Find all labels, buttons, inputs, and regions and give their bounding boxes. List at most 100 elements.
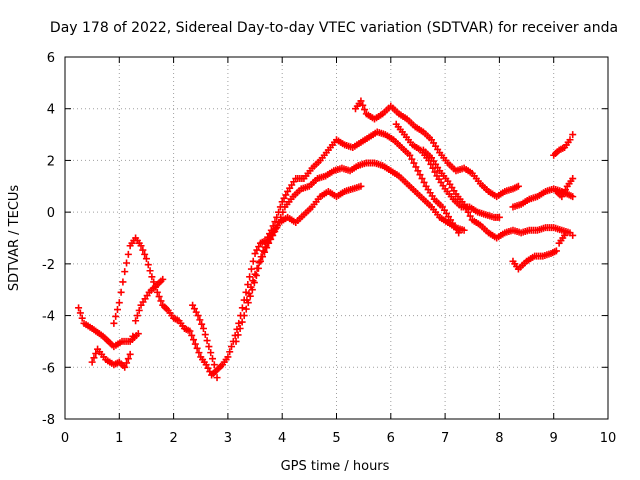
x-tick-label: 1 — [115, 431, 123, 446]
data-point — [238, 318, 246, 326]
data-point — [236, 325, 244, 332]
series-track-g — [352, 97, 522, 201]
data-point — [460, 226, 468, 234]
data-point — [152, 283, 159, 291]
data-point — [251, 270, 259, 278]
data-point — [257, 253, 265, 261]
data-point — [92, 349, 100, 357]
data-point — [418, 175, 426, 183]
data-point — [210, 361, 218, 369]
x-tick-label: 6 — [387, 431, 395, 446]
y-tick-label: 0 — [47, 206, 55, 221]
data-point — [240, 312, 248, 320]
data-point — [245, 290, 253, 298]
data-point — [191, 340, 199, 348]
data-point — [119, 278, 127, 286]
plot-frame — [64, 56, 609, 420]
data-point — [246, 273, 254, 281]
y-tick-label: 6 — [47, 51, 55, 66]
data-point — [414, 167, 422, 175]
data-point — [123, 259, 131, 267]
data-point — [213, 374, 221, 382]
y-tick-label: -4 — [42, 310, 55, 325]
data-point — [464, 208, 472, 216]
data-point — [133, 312, 141, 320]
data-point — [561, 231, 569, 239]
data-point — [271, 218, 279, 226]
data-point — [157, 297, 165, 305]
x-tick-label: 3 — [224, 431, 232, 446]
data-point — [233, 325, 241, 333]
y-tick-label: -8 — [42, 413, 55, 428]
data-point — [466, 212, 474, 220]
x-tick-labels: 0 1 2 3 4 5 6 7 8 9 10 — [61, 431, 616, 446]
data-point — [88, 358, 96, 366]
series-track-e — [232, 159, 468, 345]
data-point — [209, 355, 217, 363]
y-tick-label: 2 — [47, 154, 55, 169]
y-tick-labels: -8 -6 -4 -2 0 2 4 6 — [42, 51, 55, 428]
data-point — [224, 353, 232, 361]
y-tick-label: 4 — [47, 103, 55, 118]
data-points — [75, 97, 577, 382]
data-point — [462, 204, 470, 212]
data-point — [76, 309, 84, 317]
data-point — [139, 246, 147, 254]
data-point — [126, 350, 134, 358]
data-point — [193, 344, 201, 352]
data-point — [78, 314, 86, 322]
data-point — [228, 343, 236, 351]
data-point — [135, 306, 143, 314]
data-point — [141, 250, 149, 258]
data-point — [112, 312, 120, 320]
data-point — [234, 331, 242, 339]
data-point — [199, 325, 207, 332]
data-point — [110, 319, 118, 327]
data-point — [252, 271, 260, 279]
data-point — [150, 278, 158, 286]
series-track-d — [189, 301, 221, 382]
data-point — [566, 136, 574, 144]
data-point — [279, 208, 287, 216]
data-point — [263, 239, 271, 247]
data-point — [75, 304, 83, 312]
data-point — [242, 305, 250, 313]
data-point — [420, 178, 428, 186]
data-point — [255, 259, 263, 267]
data-point — [124, 250, 132, 258]
data-point — [195, 349, 203, 357]
data-point — [226, 348, 234, 356]
data-point — [134, 330, 142, 338]
data-point — [148, 273, 156, 281]
series-track-i — [419, 146, 577, 242]
data-point — [198, 320, 206, 328]
series-track-c — [110, 128, 463, 379]
data-point — [146, 267, 154, 275]
data-point — [201, 331, 209, 339]
data-point — [569, 231, 577, 239]
data-point — [357, 97, 365, 105]
data-point — [416, 171, 424, 179]
data-point — [569, 131, 577, 139]
data-point — [232, 337, 240, 345]
x-tick-label: 2 — [169, 431, 177, 446]
series-track-f — [243, 182, 365, 304]
data-point — [410, 159, 418, 167]
data-point — [408, 155, 416, 163]
x-tick-label: 4 — [278, 431, 286, 446]
data-point — [359, 101, 367, 109]
series-track-a — [75, 304, 142, 351]
data-point — [253, 264, 261, 272]
data-point — [115, 299, 123, 307]
data-point — [361, 106, 369, 114]
series-track-b — [88, 275, 167, 371]
data-point — [113, 306, 121, 314]
data-point — [569, 193, 577, 201]
x-axis-label: GPS time / hours — [281, 459, 390, 474]
data-point — [431, 168, 439, 176]
x-tick-label: 5 — [332, 431, 340, 446]
data-point — [123, 359, 131, 367]
data-point — [90, 354, 98, 362]
data-point — [514, 182, 522, 190]
y-tick-label: -2 — [42, 258, 55, 273]
